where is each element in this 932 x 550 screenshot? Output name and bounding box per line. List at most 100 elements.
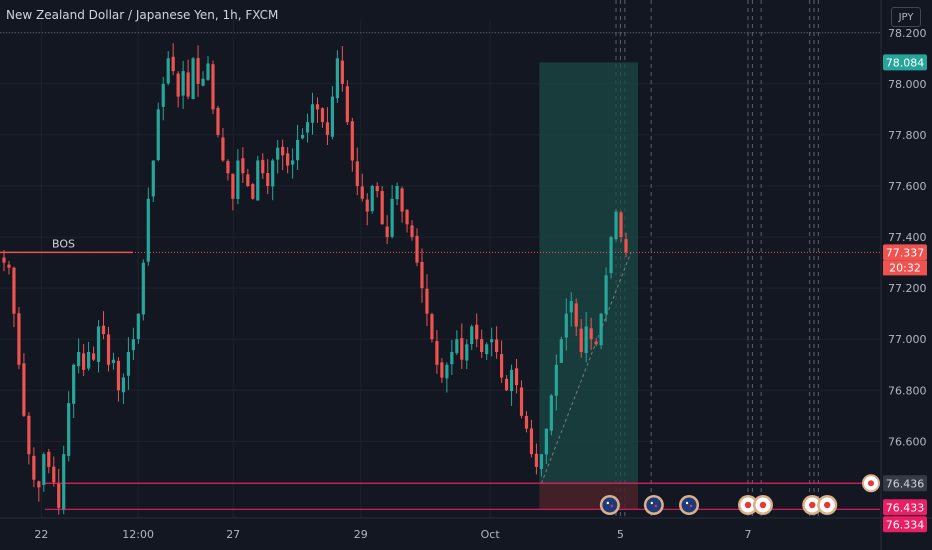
candle[interactable] xyxy=(415,228,419,267)
candle[interactable] xyxy=(77,338,81,374)
candle[interactable] xyxy=(295,124,300,170)
candle[interactable] xyxy=(136,313,140,344)
candle[interactable] xyxy=(614,209,618,242)
candle[interactable] xyxy=(32,447,36,488)
support-high-tag[interactable]: 76.436 xyxy=(883,475,927,492)
candle[interactable] xyxy=(594,337,598,347)
candle[interactable] xyxy=(82,344,86,377)
candle[interactable] xyxy=(37,480,41,502)
candle[interactable] xyxy=(445,362,449,393)
candle[interactable] xyxy=(315,97,320,123)
candle[interactable] xyxy=(305,113,310,143)
candle[interactable] xyxy=(375,182,379,198)
nz-flag-icon[interactable] xyxy=(643,495,664,515)
jp-flag-icon[interactable] xyxy=(752,495,773,515)
candle[interactable] xyxy=(350,117,354,172)
candle[interactable] xyxy=(495,326,499,359)
candle[interactable] xyxy=(519,380,524,419)
candle[interactable] xyxy=(554,354,558,411)
jp-flag-icon[interactable] xyxy=(862,474,880,493)
candle[interactable] xyxy=(52,456,56,487)
current-price-tag[interactable]: 77.337 xyxy=(883,244,927,261)
candle[interactable] xyxy=(400,186,404,223)
candle[interactable] xyxy=(42,452,46,492)
candle[interactable] xyxy=(470,324,474,350)
candle[interactable] xyxy=(101,311,106,340)
candle[interactable] xyxy=(236,149,240,205)
jp-flag-icon[interactable] xyxy=(817,495,838,515)
candle[interactable] xyxy=(559,336,563,363)
candle[interactable] xyxy=(340,46,344,92)
candle[interactable] xyxy=(360,173,364,202)
candle[interactable] xyxy=(191,57,195,100)
candle[interactable] xyxy=(390,184,394,239)
candle[interactable] xyxy=(365,193,369,226)
candle[interactable] xyxy=(216,105,220,138)
jp-flag-icon[interactable] xyxy=(738,495,758,515)
candle[interactable] xyxy=(480,329,484,358)
nz-flag-icon[interactable] xyxy=(679,495,700,515)
candle[interactable] xyxy=(131,327,135,360)
candle[interactable] xyxy=(246,168,250,188)
candle[interactable] xyxy=(186,59,190,100)
candle[interactable] xyxy=(171,43,175,76)
support-low-tag[interactable]: 76.433 xyxy=(883,499,927,516)
candle[interactable] xyxy=(96,320,101,373)
candle[interactable] xyxy=(425,274,429,326)
candle[interactable] xyxy=(549,394,553,436)
candle[interactable] xyxy=(524,411,529,433)
candle[interactable] xyxy=(320,107,325,128)
candle[interactable] xyxy=(231,173,235,211)
candle[interactable] xyxy=(579,319,583,358)
candle[interactable] xyxy=(17,306,21,370)
candle[interactable] xyxy=(609,235,613,279)
candle[interactable] xyxy=(106,326,111,372)
candle[interactable] xyxy=(574,298,578,336)
candle[interactable] xyxy=(335,50,339,103)
candle[interactable] xyxy=(410,220,414,241)
candle[interactable] xyxy=(156,102,160,162)
candle[interactable] xyxy=(176,71,180,108)
candle[interactable] xyxy=(62,445,66,515)
stop-price-tag[interactable]: 76.334 xyxy=(883,516,927,533)
candle[interactable] xyxy=(355,147,359,196)
candle[interactable] xyxy=(166,51,170,86)
candle[interactable] xyxy=(345,80,349,125)
candle[interactable] xyxy=(475,313,479,348)
candle[interactable] xyxy=(440,358,444,383)
candle[interactable] xyxy=(460,323,464,369)
candle[interactable] xyxy=(146,187,150,266)
nz-flag-icon[interactable] xyxy=(599,495,620,515)
candle[interactable] xyxy=(201,71,205,87)
candle[interactable] xyxy=(111,352,116,370)
candle[interactable] xyxy=(261,153,265,180)
candle[interactable] xyxy=(291,148,295,179)
candle[interactable] xyxy=(514,358,519,394)
candle[interactable] xyxy=(121,373,126,404)
candle[interactable] xyxy=(325,107,330,146)
candle[interactable] xyxy=(47,448,51,474)
candle[interactable] xyxy=(509,364,514,407)
candle[interactable] xyxy=(67,391,71,462)
target-zone[interactable] xyxy=(539,62,638,484)
candle[interactable] xyxy=(211,60,215,114)
candle[interactable] xyxy=(206,55,210,81)
candle[interactable] xyxy=(370,184,374,214)
candle[interactable] xyxy=(405,209,409,233)
candle[interactable] xyxy=(286,147,290,174)
candle[interactable] xyxy=(455,330,459,356)
candle[interactable] xyxy=(450,339,454,376)
candle[interactable] xyxy=(271,158,275,201)
stop-zone[interactable] xyxy=(539,483,638,510)
candle[interactable] xyxy=(281,139,285,171)
candle[interactable] xyxy=(141,259,145,321)
candle[interactable] xyxy=(504,375,509,392)
candle[interactable] xyxy=(529,419,534,458)
candle[interactable] xyxy=(151,160,155,202)
candle[interactable] xyxy=(544,428,548,464)
candle[interactable] xyxy=(72,363,76,419)
candle[interactable] xyxy=(116,357,121,402)
candle[interactable] xyxy=(599,312,603,350)
candle[interactable] xyxy=(12,266,16,328)
candle[interactable] xyxy=(380,185,384,225)
